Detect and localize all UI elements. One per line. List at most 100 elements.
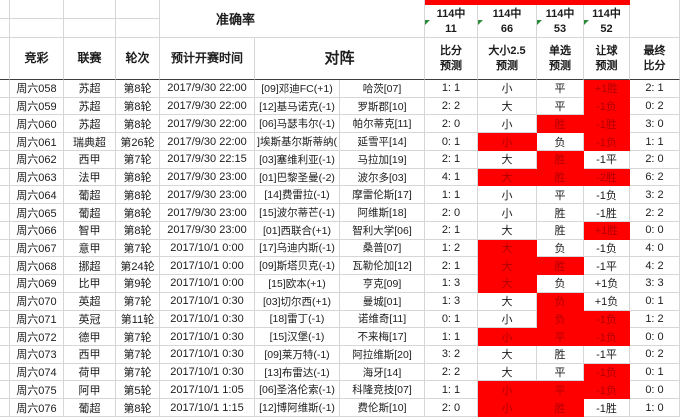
cell-time[interactable]: 2017/10/1 0:30 xyxy=(160,310,255,329)
cell-home[interactable]: [15]汉堡(-1) xyxy=(255,328,340,347)
cell-time[interactable]: 2017/9/30 23:00 xyxy=(160,221,255,240)
cell-ou-pred[interactable]: 大 xyxy=(478,346,537,364)
cell-single-pred[interactable]: 平 xyxy=(537,186,584,205)
cell-jc[interactable]: 周六074 xyxy=(10,363,64,382)
cell-away[interactable]: 费伦斯[10] xyxy=(340,399,425,417)
cell-single-pred[interactable]: 胜 xyxy=(537,399,584,417)
cell-away[interactable]: 马拉加[19] xyxy=(340,150,425,169)
cell-single-pred[interactable]: 负 xyxy=(537,275,584,293)
cell-league[interactable]: 英超 xyxy=(64,292,116,311)
cell-time[interactable]: 2017/9/30 22:00 xyxy=(160,115,255,134)
cell-jc[interactable]: 周六061 xyxy=(10,133,64,151)
cell-league[interactable]: 挪超 xyxy=(64,257,116,276)
cell-final-score[interactable]: 2: 1 xyxy=(630,80,680,98)
cell-home[interactable]: [06]圣洛伦索(-1) xyxy=(255,381,340,400)
cell-jc[interactable]: 周六062 xyxy=(10,150,64,169)
cell-final-score[interactable]: 0: 0 xyxy=(630,381,680,400)
cell-final-score[interactable]: 0: 0 xyxy=(630,328,680,347)
cell-round[interactable]: 第11轮 xyxy=(116,310,160,329)
cell-single-pred[interactable]: 胜 xyxy=(537,221,584,240)
cell-score-pred[interactable]: 2: 0 xyxy=(425,399,478,417)
col-header-single-pred[interactable]: 单选 预测 xyxy=(537,38,584,80)
cell-round[interactable]: 第7轮 xyxy=(116,328,160,347)
cell-score-pred[interactable]: 3: 2 xyxy=(425,346,478,364)
cell-jc[interactable]: 周六064 xyxy=(10,186,64,205)
cell-round[interactable]: 第8轮 xyxy=(116,80,160,98)
cell-away[interactable]: 桑普[07] xyxy=(340,239,425,258)
accuracy-ou-pred[interactable]: 114中 66 xyxy=(478,0,537,38)
cell-round[interactable]: 第7轮 xyxy=(116,292,160,311)
cell-score-pred[interactable]: 1: 3 xyxy=(425,275,478,293)
cell-handicap-pred[interactable]: -1胜 xyxy=(584,399,630,417)
cell-home[interactable]: [03]塞维利亚(-1) xyxy=(255,150,340,169)
cell-league[interactable]: 葡超 xyxy=(64,399,116,417)
cell-round[interactable]: 第26轮 xyxy=(116,133,160,151)
cell-ou-pred[interactable]: 大 xyxy=(478,363,537,382)
cell-home[interactable]: [09]邓迪FC(+1) xyxy=(255,80,340,98)
cell-final-score[interactable]: 3: 0 xyxy=(630,115,680,134)
cell-league[interactable]: 意甲 xyxy=(64,239,116,258)
cell-home[interactable]: [17]乌迪内斯(-1) xyxy=(255,239,340,258)
cell-jc[interactable]: 周六069 xyxy=(10,275,64,293)
cell-handicap-pred[interactable]: -1负 xyxy=(584,381,630,400)
cell-league[interactable]: 英冠 xyxy=(64,310,116,329)
cell-away[interactable]: 诺维奇[11] xyxy=(340,310,425,329)
cell-ou-pred[interactable]: 大 xyxy=(478,275,537,293)
col-header-jc[interactable]: 竞彩 xyxy=(10,38,64,80)
cell-round[interactable]: 第8轮 xyxy=(116,221,160,240)
cell-home[interactable]: ]埃斯基尔斯蒂纳( xyxy=(255,133,340,151)
cell-away[interactable]: 瓦勒伦加[12] xyxy=(340,257,425,276)
cell-time[interactable]: 2017/10/1 0:30 xyxy=(160,292,255,311)
cell-home[interactable]: [03]切尔西(+1) xyxy=(255,292,340,311)
cell-final-score[interactable]: 0: 0 xyxy=(630,221,680,240)
col-header-score-pred[interactable]: 比分 预测 xyxy=(425,38,478,80)
cell-away[interactable]: 波尔多[03] xyxy=(340,168,425,187)
cell-time[interactable]: 2017/9/30 23:00 xyxy=(160,168,255,187)
cell-home[interactable]: [15]欧本(+1) xyxy=(255,275,340,293)
cell-ou-pred[interactable]: 大 xyxy=(478,168,537,187)
cell-home[interactable]: [09]莱万特(-1) xyxy=(255,346,340,364)
cell-home[interactable]: [01]巴黎圣曼(-2) xyxy=(255,168,340,187)
cell-away[interactable]: 延雪平[14] xyxy=(340,133,425,151)
cell-score-pred[interactable]: 1: 1 xyxy=(425,381,478,400)
cell-jc[interactable]: 周六073 xyxy=(10,346,64,364)
cell-score-pred[interactable]: 1: 3 xyxy=(425,292,478,311)
cell-handicap-pred[interactable]: -1负 xyxy=(584,97,630,116)
cell-jc[interactable]: 周六058 xyxy=(10,80,64,98)
cell-score-pred[interactable]: 2: 0 xyxy=(425,204,478,222)
cell-home[interactable]: [15]波尔蒂芒(-1) xyxy=(255,204,340,222)
cell-ou-pred[interactable]: 小 xyxy=(478,328,537,347)
cell-single-pred[interactable]: 平 xyxy=(537,363,584,382)
cell-away[interactable]: 不来梅[17] xyxy=(340,328,425,347)
cell-ou-pred[interactable]: 大 xyxy=(478,97,537,116)
cell-league[interactable]: 德甲 xyxy=(64,328,116,347)
cell-handicap-pred[interactable]: -1负 xyxy=(584,310,630,329)
cell-round[interactable]: 第8轮 xyxy=(116,168,160,187)
cell-league[interactable]: 西甲 xyxy=(64,150,116,169)
cell-handicap-pred[interactable]: +1胜 xyxy=(584,80,630,98)
cell-final-score[interactable]: 4: 0 xyxy=(630,239,680,258)
cell-handicap-pred[interactable]: -1平 xyxy=(584,257,630,276)
cell-round[interactable]: 第9轮 xyxy=(116,275,160,293)
cell-time[interactable]: 2017/10/1 0:30 xyxy=(160,328,255,347)
cell-handicap-pred[interactable]: -1负 xyxy=(584,328,630,347)
cell-home[interactable]: [09]斯塔贝克(-1) xyxy=(255,257,340,276)
cell-round[interactable]: 第8轮 xyxy=(116,204,160,222)
cell-final-score[interactable]: 3: 3 xyxy=(630,275,680,293)
accuracy-single-pred[interactable]: 114中 53 xyxy=(537,0,584,38)
cell-league[interactable]: 阿甲 xyxy=(64,381,116,400)
cell-single-pred[interactable]: 平 xyxy=(537,328,584,347)
col-header-handicap-pred[interactable]: 让球 预测 xyxy=(584,38,630,80)
cell-league[interactable]: 葡超 xyxy=(64,186,116,205)
col-header-league[interactable]: 联赛 xyxy=(64,38,116,80)
cell-away[interactable]: 科隆竞技[07] xyxy=(340,381,425,400)
cell-time[interactable]: 2017/9/30 22:00 xyxy=(160,80,255,98)
cell-jc[interactable]: 周六076 xyxy=(10,399,64,417)
col-header-match[interactable]: 对阵 xyxy=(255,38,425,80)
cell-league[interactable]: 苏超 xyxy=(64,115,116,134)
cell-away[interactable]: 阿维斯[18] xyxy=(340,204,425,222)
cell-round[interactable]: 第8轮 xyxy=(116,186,160,205)
cell-jc[interactable]: 周六071 xyxy=(10,310,64,329)
cell-ou-pred[interactable]: 大 xyxy=(478,221,537,240)
cell-final-score[interactable]: 2: 2 xyxy=(630,204,680,222)
